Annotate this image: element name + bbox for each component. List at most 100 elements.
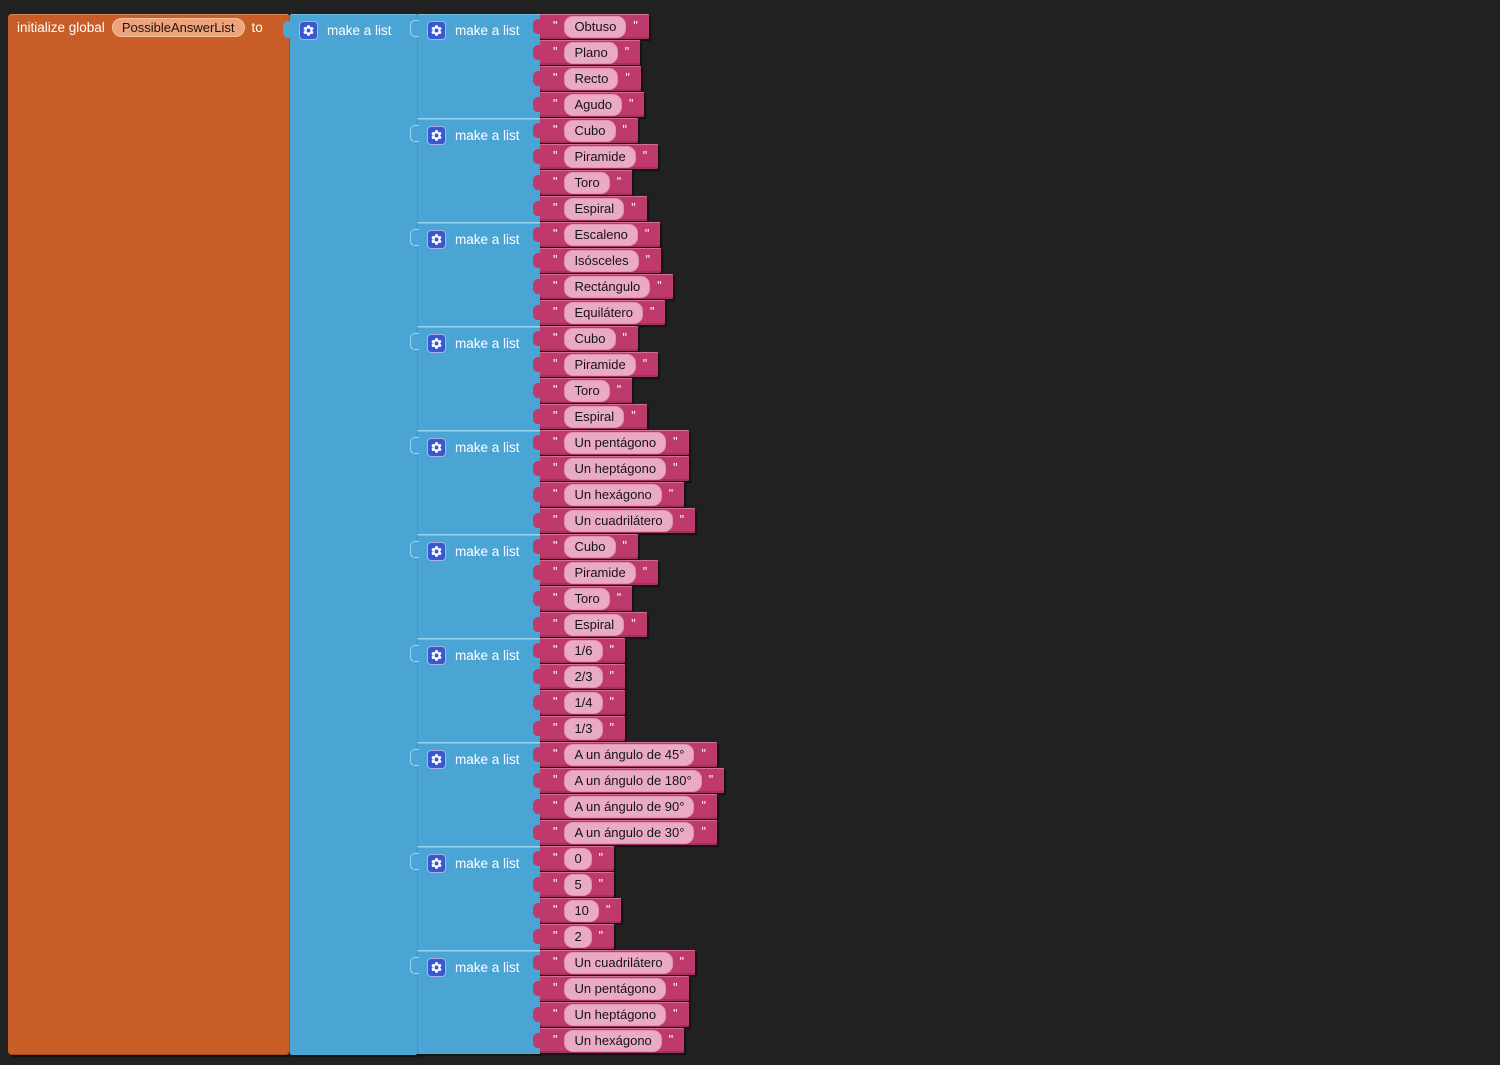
text-string-block[interactable]: " A un ángulo de 30° ": [533, 820, 717, 845]
text-string-block[interactable]: " Isósceles ": [532, 248, 662, 273]
string-value-field[interactable]: Obtuso: [564, 15, 627, 38]
string-value-field[interactable]: Piramide: [564, 145, 636, 168]
text-string-block[interactable]: " Toro ": [532, 170, 633, 195]
string-value-field[interactable]: 2: [564, 925, 592, 948]
text-string-block[interactable]: " Un hexágono ": [532, 482, 685, 507]
make-a-list-block[interactable]: make a list: [410, 846, 540, 950]
text-string-block[interactable]: " Toro ": [532, 586, 633, 611]
string-value-field[interactable]: Agudo: [564, 93, 623, 116]
text-string-block[interactable]: " Cubo ": [533, 118, 638, 143]
text-string-block[interactable]: " Cubo ": [533, 534, 638, 559]
text-string-block[interactable]: " A un ángulo de 45° ": [533, 742, 717, 767]
string-value-field[interactable]: Cubo: [564, 327, 616, 350]
text-string-block[interactable]: " 2 ": [532, 924, 615, 949]
make-a-list-block[interactable]: make a list: [410, 326, 540, 430]
text-string-block[interactable]: " 1/4 ": [533, 690, 625, 715]
text-string-block[interactable]: " Plano ": [532, 40, 641, 65]
text-string-block[interactable]: " A un ángulo de 180° ": [532, 768, 725, 793]
string-value-field[interactable]: 0: [564, 847, 592, 870]
string-value-field[interactable]: 1/6: [564, 639, 603, 662]
string-value-field[interactable]: Toro: [564, 587, 610, 610]
string-value-field[interactable]: Escaleno: [564, 223, 638, 246]
make-a-list-block[interactable]: make a list: [410, 534, 540, 638]
make-a-list-block[interactable]: make a list: [410, 14, 540, 118]
text-string-block[interactable]: " Un heptágono ": [533, 1002, 689, 1027]
make-a-list-block[interactable]: make a list: [410, 950, 540, 1054]
string-value-field[interactable]: 5: [564, 873, 592, 896]
string-value-field[interactable]: Un pentágono: [564, 431, 667, 454]
string-value-field[interactable]: Toro: [564, 171, 610, 194]
text-string-block[interactable]: " Un cuadrilátero ": [532, 950, 696, 975]
string-value-field[interactable]: 1/3: [564, 717, 603, 740]
string-value-field[interactable]: Espiral: [564, 197, 625, 220]
text-string-block[interactable]: " Escaleno ": [532, 222, 661, 247]
string-value-field[interactable]: Un heptágono: [564, 457, 667, 480]
text-string-block[interactable]: " Toro ": [532, 378, 633, 403]
text-string-block[interactable]: " A un ángulo de 90° ": [533, 794, 717, 819]
text-string-block[interactable]: " 5 ": [532, 872, 615, 897]
string-value-field[interactable]: Espiral: [564, 613, 625, 636]
string-value-field[interactable]: Cubo: [564, 535, 616, 558]
text-string-block[interactable]: " 1/3 ": [533, 716, 625, 741]
mutator-gear-icon[interactable]: [299, 20, 318, 40]
text-string-block[interactable]: " Recto ": [533, 66, 641, 91]
string-value-field[interactable]: Piramide: [564, 353, 636, 376]
string-value-field[interactable]: Toro: [564, 379, 610, 402]
string-value-field[interactable]: Isósceles: [564, 249, 639, 272]
string-value-field[interactable]: A un ángulo de 45°: [564, 743, 695, 766]
text-string-block[interactable]: " 2/3 ": [533, 664, 625, 689]
string-value-field[interactable]: Un cuadrilátero: [564, 951, 673, 974]
text-string-block[interactable]: " Un hexágono ": [532, 1028, 685, 1053]
string-value-field[interactable]: Recto: [564, 67, 619, 90]
string-value-field[interactable]: A un ángulo de 90°: [564, 795, 695, 818]
string-value-field[interactable]: 10: [564, 899, 599, 922]
string-value-field[interactable]: Plano: [564, 41, 618, 64]
mutator-gear-icon[interactable]: [427, 645, 446, 665]
string-value-field[interactable]: Rectángulo: [564, 275, 651, 298]
text-string-block[interactable]: " Piramide ": [532, 352, 659, 377]
make-a-list-block[interactable]: make a list: [410, 430, 540, 534]
text-string-block[interactable]: " Un cuadrilátero ": [532, 508, 696, 533]
string-value-field[interactable]: Un cuadrilátero: [564, 509, 673, 532]
string-value-field[interactable]: Espiral: [564, 405, 625, 428]
text-string-block[interactable]: " Espiral ": [533, 612, 647, 637]
mutator-gear-icon[interactable]: [427, 20, 446, 40]
mutator-gear-icon[interactable]: [427, 957, 446, 977]
initialize-global-block[interactable]: initialize global PossibleAnswerList to: [8, 14, 290, 1055]
text-string-block[interactable]: " Un pentágono ": [533, 976, 689, 1001]
string-value-field[interactable]: Cubo: [564, 119, 616, 142]
mutator-gear-icon[interactable]: [427, 749, 446, 769]
text-string-block[interactable]: " Agudo ": [532, 92, 645, 117]
text-string-block[interactable]: " Espiral ": [533, 196, 647, 221]
text-string-block[interactable]: " Piramide ": [532, 560, 659, 585]
text-string-block[interactable]: " Espiral ": [533, 404, 647, 429]
string-value-field[interactable]: 2/3: [564, 665, 603, 688]
mutator-gear-icon[interactable]: [427, 437, 446, 457]
mutator-gear-icon[interactable]: [427, 333, 446, 353]
text-string-block[interactable]: " Obtuso ": [533, 14, 649, 39]
string-value-field[interactable]: A un ángulo de 30°: [564, 821, 695, 844]
text-string-block[interactable]: " Rectángulo ": [533, 274, 673, 299]
string-value-field[interactable]: Equilátero: [564, 301, 643, 324]
text-string-block[interactable]: " 10 ": [532, 898, 622, 923]
string-value-field[interactable]: 1/4: [564, 691, 603, 714]
make-a-list-block[interactable]: make a list: [410, 638, 540, 742]
make-a-list-block[interactable]: make a list: [410, 742, 540, 846]
mutator-gear-icon[interactable]: [427, 125, 446, 145]
text-string-block[interactable]: " Un pentágono ": [533, 430, 689, 455]
make-a-list-block[interactable]: make a list: [410, 118, 540, 222]
string-value-field[interactable]: A un ángulo de 180°: [564, 769, 702, 792]
mutator-gear-icon[interactable]: [427, 229, 446, 249]
text-string-block[interactable]: " Equilátero ": [532, 300, 666, 325]
mutator-gear-icon[interactable]: [427, 541, 446, 561]
outer-make-a-list-block[interactable]: make a list: [283, 14, 417, 1055]
text-string-block[interactable]: " Piramide ": [532, 144, 659, 169]
string-value-field[interactable]: Un hexágono: [564, 1029, 662, 1052]
make-a-list-block[interactable]: make a list: [410, 222, 540, 326]
text-string-block[interactable]: " Cubo ": [533, 326, 638, 351]
string-value-field[interactable]: Un pentágono: [564, 977, 667, 1000]
text-string-block[interactable]: " 1/6 ": [533, 638, 625, 663]
string-value-field[interactable]: Un heptágono: [564, 1003, 667, 1026]
text-string-block[interactable]: " 0 ": [532, 846, 615, 871]
